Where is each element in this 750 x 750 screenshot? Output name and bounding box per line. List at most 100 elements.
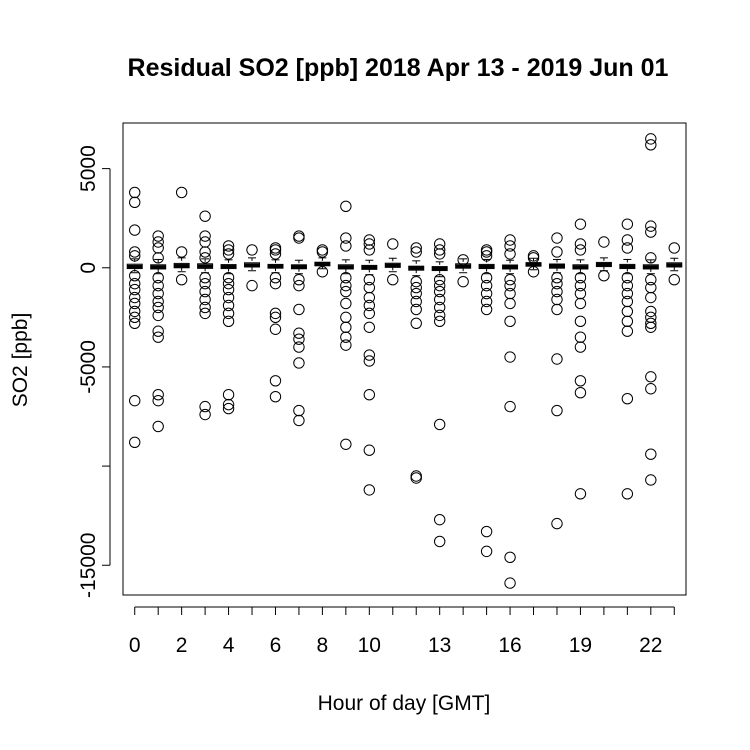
outlier-point — [551, 303, 563, 316]
outlier-point — [363, 238, 376, 250]
outlier-point — [621, 218, 634, 230]
outlier-point — [621, 305, 634, 318]
y-tick-label: -15000 — [77, 533, 100, 598]
outlier-point — [504, 279, 516, 292]
outlier-point — [621, 242, 634, 254]
outlier-point — [433, 513, 446, 526]
x-tick-label: 16 — [498, 634, 521, 657]
outlier-point — [480, 287, 493, 300]
outlier-point — [480, 525, 493, 538]
outlier-point — [363, 444, 376, 456]
outlier-point — [433, 238, 446, 250]
outlier-point — [551, 353, 563, 365]
outlier-point — [199, 301, 211, 314]
outlier-point — [269, 277, 282, 290]
outlier-point — [598, 270, 610, 282]
x-tick-label: 2 — [176, 634, 188, 657]
outlier-point — [269, 375, 282, 387]
outlier-point — [574, 279, 587, 292]
x-tick-label: 19 — [569, 634, 592, 657]
outlier-point — [129, 250, 141, 262]
outlier-point — [504, 351, 516, 363]
outlier-point — [410, 317, 422, 330]
outlier-point — [152, 279, 164, 292]
outlier-point — [645, 305, 657, 318]
outlier-point — [574, 271, 587, 284]
outlier-point — [504, 248, 516, 260]
outlier-point — [645, 371, 657, 383]
outlier-point — [457, 275, 469, 288]
outlier-point — [668, 242, 680, 254]
outlier-point — [363, 291, 376, 304]
outlier-point — [551, 277, 563, 290]
outlier-point — [645, 474, 657, 486]
x-axis: 0 2 4 6 8 10 13 16 19 22 — [129, 606, 675, 657]
outlier-point — [340, 200, 352, 212]
outlier-point — [645, 226, 657, 238]
outlier-point — [363, 484, 376, 496]
box-hour-7 — [290, 259, 307, 275]
outlier-point — [222, 283, 235, 296]
outlier-point — [574, 387, 587, 399]
outlier-point — [480, 271, 493, 284]
outlier-point — [129, 224, 141, 236]
outlier-point — [433, 285, 446, 298]
outlier-point — [621, 315, 634, 328]
outlier-point — [152, 236, 164, 248]
outlier-point — [410, 303, 422, 316]
outlier-point — [621, 234, 634, 246]
outlier-point — [152, 331, 164, 343]
outlier-point — [152, 295, 164, 308]
outlier-point — [340, 279, 352, 292]
outlier-point — [175, 246, 188, 258]
box-hour-19 — [572, 259, 589, 275]
outlier-point — [457, 254, 469, 266]
outlier-point — [222, 388, 235, 401]
outlier-point — [504, 400, 516, 413]
outlier-point — [574, 341, 587, 353]
outlier-point — [504, 551, 516, 564]
outlier-point — [129, 270, 141, 282]
box-hour-1 — [150, 258, 167, 275]
box-hour-20 — [595, 257, 612, 272]
outlier-point — [129, 283, 141, 296]
chart-title: Residual SO2 [ppb] 2018 Apr 13 - 2019 Ju… — [128, 54, 669, 82]
outlier-point — [129, 297, 141, 310]
outlier-point — [293, 232, 305, 244]
outlier-point — [222, 307, 235, 320]
y-axis: 5000 0 -5000 -15000 — [77, 145, 111, 598]
outlier-point — [363, 349, 376, 361]
outlier-point — [129, 305, 141, 318]
outlier-point — [269, 323, 282, 335]
outlier-point — [621, 488, 634, 500]
outlier-point — [433, 293, 446, 306]
outlier-point — [433, 273, 446, 286]
outlier-point — [504, 240, 516, 252]
outlier-point — [340, 285, 352, 298]
outlier-point — [551, 246, 563, 258]
outlier-point — [433, 279, 446, 292]
outlier-point — [433, 535, 446, 548]
outlier-point — [293, 341, 305, 353]
outlier-point — [340, 271, 352, 284]
outlier-point — [480, 303, 493, 316]
outlier-point — [222, 299, 235, 312]
outlier-point — [551, 404, 563, 417]
outlier-point — [504, 577, 516, 589]
outlier-points — [129, 133, 680, 589]
x-tick-label: 8 — [317, 634, 329, 657]
outlier-point — [199, 307, 211, 320]
outlier-point — [387, 273, 399, 286]
x-tick-label: 10 — [358, 634, 381, 657]
outlier-point — [129, 436, 141, 448]
outlier-point — [504, 273, 516, 286]
outlier-point — [293, 279, 305, 292]
outlier-point — [574, 218, 587, 230]
outlier-point — [152, 309, 164, 322]
outlier-point — [574, 238, 587, 250]
outlier-point — [574, 488, 587, 500]
outlier-point — [645, 220, 657, 232]
outlier-point — [222, 248, 235, 260]
x-axis-label: Hour of day [GMT] — [318, 692, 491, 715]
